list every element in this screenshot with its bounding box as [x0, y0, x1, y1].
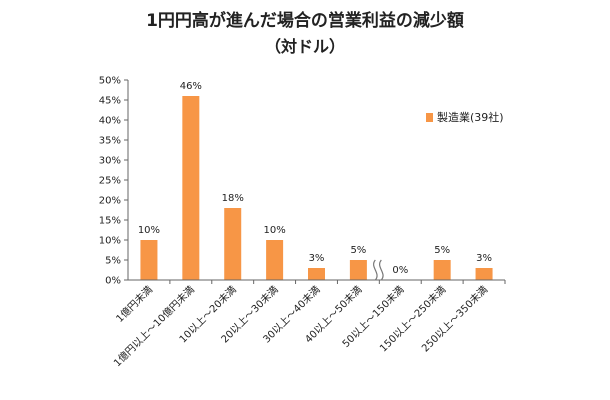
- bars: [140, 96, 493, 280]
- data-labels: 10% 46% 18% 10% 3% 5% 0% 5% 3%: [138, 81, 492, 276]
- y-tick-label: 5%: [105, 256, 121, 267]
- bar-value-label: 10%: [138, 225, 160, 236]
- y-tick-label: 20%: [99, 196, 121, 207]
- bar: [182, 96, 200, 280]
- bar-value-label: 5%: [350, 245, 366, 256]
- y-tick-label: 35%: [99, 136, 121, 147]
- bar-value-label: 18%: [222, 193, 244, 204]
- bar: [224, 208, 242, 280]
- chart-subtitle: （対ドル）: [264, 37, 345, 56]
- x-category-label: 1億円未満: [113, 283, 155, 325]
- bar-value-label: 10%: [263, 225, 285, 236]
- y-tick-label: 25%: [99, 176, 121, 187]
- bar-value-label: 0%: [392, 265, 408, 276]
- y-tick-label: 0%: [105, 276, 121, 287]
- y-tick-label: 10%: [99, 236, 121, 247]
- axes: [127, 80, 505, 281]
- bar-value-label: 5%: [434, 245, 450, 256]
- y-axis-ticks: 0% 5% 10% 15% 20% 25% 30% 35% 40% 45% 50%: [99, 76, 128, 287]
- legend: 製造業(39社): [426, 110, 504, 124]
- bar-value-label: 46%: [180, 81, 202, 92]
- x-axis-categories: 1億円未満1億円以上～10億円未満10以上～20未満20以上～30未満30以上～…: [111, 280, 506, 369]
- y-tick-label: 45%: [99, 96, 121, 107]
- bar: [349, 260, 367, 280]
- bar: [266, 240, 284, 280]
- y-tick-label: 15%: [99, 216, 121, 227]
- y-tick-label: 30%: [99, 156, 121, 167]
- bar: [433, 260, 451, 280]
- bar: [308, 268, 325, 280]
- legend-label: 製造業(39社): [437, 110, 504, 124]
- y-tick-label: 40%: [99, 116, 121, 127]
- bar: [140, 240, 158, 280]
- bar: [475, 268, 493, 280]
- y-tick-label: 50%: [99, 76, 121, 87]
- axis-break-mark: [379, 259, 384, 281]
- x-category-label: 1億円以上～10億円未満: [111, 283, 197, 369]
- bar-value-label: 3%: [309, 253, 325, 264]
- axis-break-mark: [373, 259, 378, 281]
- legend-swatch: [426, 113, 433, 122]
- bar-value-label: 3%: [476, 253, 492, 264]
- chart-title: 1円円高が進んだ場合の営業利益の減少額: [146, 11, 464, 31]
